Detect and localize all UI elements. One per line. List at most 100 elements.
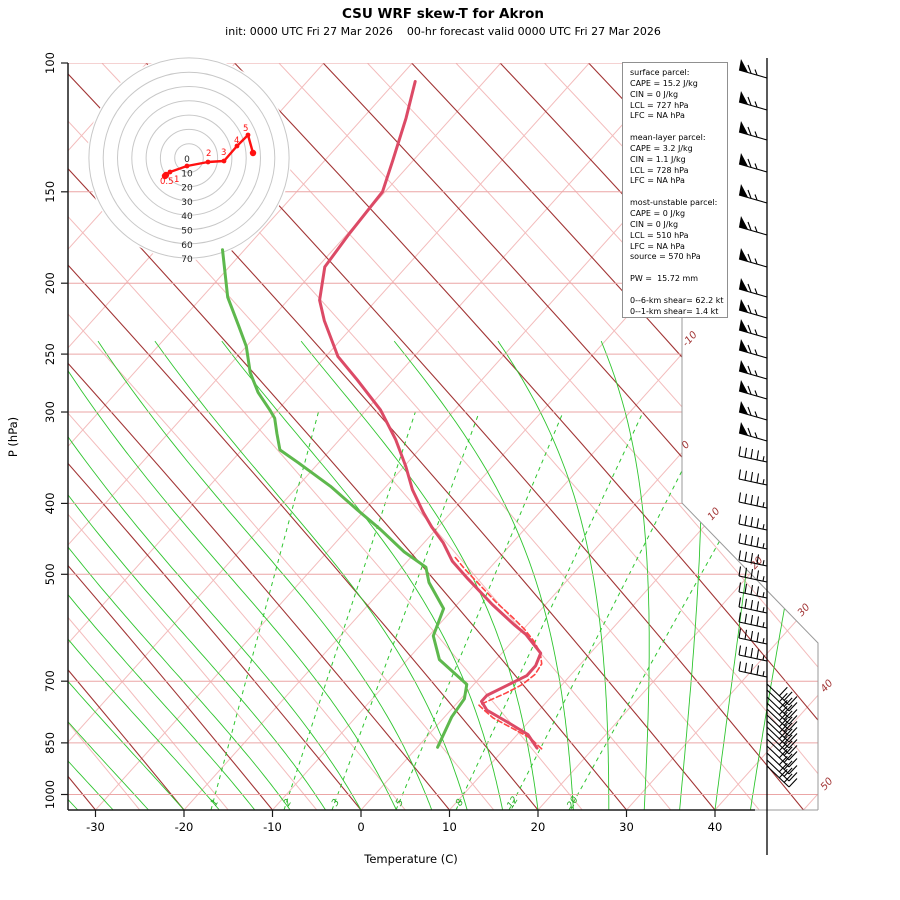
mixing-ratio-label: 3 [330,797,343,808]
info-line: PW = 15.72 mm [630,274,699,284]
info-line: CIN = 1.1 J/kg [630,154,686,164]
info-line: mean-layer parcel: [630,133,706,143]
sounding-indices-panel: surface parcel: CAPE = 15.2 J/kg CIN = 0 J… [622,62,728,318]
info-line: LCL = 727 hPa [630,100,689,110]
info-line: 0--6-km shear= 62.2 kt [630,295,724,305]
axes: -30 -20 -10 0 10 20 30 401001502002503004005007… [43,52,755,834]
wind-barb-low [766,689,798,712]
hodograph-height-label: 0.5 [160,177,174,187]
x-axis-label: Temperature (C) [364,852,458,866]
x-tick-label: 30 [619,820,634,834]
parcel-curve [454,556,543,750]
y-tick-label: 1000 [43,780,57,809]
hodograph-ring-label: 0 [184,155,190,165]
wind-barb-pennant [738,360,768,380]
wind-barb-comb [738,612,768,629]
wind-barb-pennant [738,216,768,236]
page-title: CSU WRF skew-T for Akron [341,6,545,22]
x-tick-label: -10 [263,820,282,834]
x-tick-label: -20 [175,820,194,834]
wind-barb-comb [738,469,768,486]
wind-barb-low [766,752,798,775]
wind-barb-pennant [738,91,768,111]
hodograph-trace [165,133,255,176]
info-line: LCL = 510 hPa [630,230,689,240]
mixing-ratio-label: 12 [505,795,521,811]
wind-barb-comb [738,446,768,463]
info-line: LCL = 728 hPa [630,165,689,175]
info-line: 0--1-km shear= 1.4 kt [630,306,719,316]
wind-barb-pennant [738,422,768,442]
y-tick-label: 200 [43,272,57,294]
hodograph-height-label: 2 [206,149,211,159]
wind-barb-comb [738,550,768,567]
mixing-ratio-label: 2 [282,797,295,808]
info-line [630,122,727,133]
wind-barb-low [766,765,798,788]
info-line [630,187,727,198]
info-line [630,285,727,296]
wind-barb-comb [738,597,768,614]
info-line: most-unstable parcel: [630,198,718,208]
wind-barb-pennant [738,121,768,141]
y-tick-label: 400 [43,492,57,514]
hodograph-ring-label: 50 [181,227,193,237]
temperature-curve [318,80,543,750]
x-tick-label: 20 [531,820,546,834]
isotherm-label: 40 [819,678,836,695]
x-tick-label: 10 [442,820,457,834]
info-line: source = 570 hPa [630,252,701,262]
wind-barb-comb [738,492,768,509]
wind-barb-pennant [738,339,768,359]
isotherm-label: 30 [796,602,813,619]
hodograph-height-label: 3 [221,148,226,158]
y-tick-label: 500 [43,563,57,585]
wind-barb-pennant [738,153,768,173]
wind-barb-comb [738,533,768,550]
info-line: CAPE = 3.2 J/kg [630,143,693,153]
wind-barb-pennant [738,380,768,400]
isotherm-label: 50 [819,776,836,793]
wind-barb-low [766,738,798,761]
isotherm-label: 10 [706,506,723,523]
info-line: LFC = NA hPa [630,241,685,251]
wind-barbs [738,58,798,855]
y-tick-label: 150 [43,181,57,203]
dewpoint-curve [221,248,469,749]
info-line: CAPE = 15.2 J/kg [630,78,698,88]
hodograph-height-label: 5 [243,124,248,134]
isotherm-label: -10 [681,330,700,350]
info-line: CAPE = 0 J/kg [630,208,686,218]
hodograph-height-label: 4 [234,136,239,146]
mixing-ratio-label: 1 [209,797,222,808]
y-tick-label: 250 [43,343,57,365]
wind-barb-comb [738,645,768,662]
wind-barb-low [766,732,798,755]
y-tick-label: 300 [43,401,57,423]
hodograph: 0 10 20 30 40 50 60 70 0.5 1 2 345 [87,56,291,265]
mixing-ratio-label: 8 [454,797,467,808]
wind-barb-comb [738,566,768,583]
hodograph-ring-label: 70 [181,255,193,265]
wind-barb-pennant [738,184,768,204]
page-subtitle: init: 0000 UTC Fri 27 Mar 2026 00-hr for… [225,25,661,38]
wind-barb-pennant [738,319,768,339]
wind-barb-pennant [738,278,768,298]
wind-barb-comb [738,628,768,645]
info-line: LFC = NA hPa [630,176,685,186]
y-tick-label: 700 [43,670,57,692]
x-tick-label: -30 [86,820,105,834]
info-line: LFC = NA hPa [630,111,685,121]
wind-barb-comb [738,582,768,599]
hodograph-ring-label: 40 [181,212,193,222]
hodograph-ring-label: 10 [181,169,193,179]
wind-barb-pennant [738,401,768,421]
wind-barb-pennant [738,299,768,319]
hodograph-ring-label: 20 [181,184,193,194]
info-line [630,263,727,274]
wind-barb-comb [738,661,768,678]
hodograph-height-label: 1 [174,175,179,185]
x-tick-label: 0 [357,820,364,834]
y-tick-label: 850 [43,732,57,754]
